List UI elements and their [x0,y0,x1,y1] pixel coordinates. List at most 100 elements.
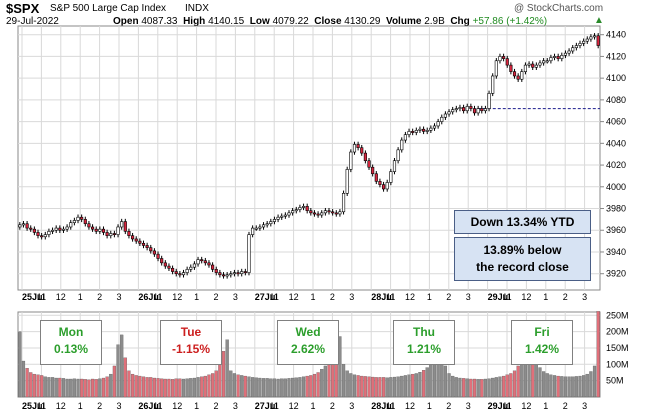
volume-x-tick-label: 25Jul [22,401,45,411]
volume-bar [261,378,266,398]
price-y-tick-label: 4020 [606,160,626,170]
volume-bar [294,377,298,398]
price-x-tick-label: 1 [543,292,548,302]
candle-body [225,274,229,277]
close-value: 4130.29 [344,16,381,27]
price-x-tick-label: 12 [521,292,531,302]
candle-body [298,207,302,210]
volume-bar [589,371,593,398]
candle-body [374,173,378,182]
volume-bar [447,373,451,398]
low-value: 4079.22 [272,16,309,27]
candle-body [582,40,586,44]
candle-body [105,232,109,236]
high-label: High [183,16,206,27]
volume-bar [381,377,386,398]
volume-bar [65,378,69,398]
price-x-tick-label: 2 [97,292,102,302]
day-change: 0.13% [53,342,89,356]
volume-bar [185,378,189,398]
candle-body [381,184,386,190]
volume-bar [178,378,182,398]
candle-body [18,224,22,228]
volume-bar [461,378,466,398]
candle-body [494,60,498,77]
candle-body [65,226,69,230]
price-x-tick-label: 11 [270,292,279,302]
up-arrow-icon: ▲ [594,15,604,26]
volume-bar [512,370,517,398]
volume-bar [476,379,480,398]
price-y-tick-label: 3980 [606,204,626,214]
price-x-tick-label: 3 [582,292,587,302]
volume-bar [352,374,357,398]
volume-bar [287,378,291,398]
volume-bar [101,377,106,398]
record-line-1: 13.89% below [483,243,562,257]
volume-bar [585,373,589,398]
volume-bar [498,376,502,398]
volume-bar [312,373,317,398]
open-label: Open [113,16,139,27]
candle-body [418,128,422,131]
volume-x-tick-label: 3 [349,401,354,411]
candle-body [116,226,120,235]
candle-body [54,227,58,231]
candle-body [320,212,324,216]
price-y-tick-label: 4000 [606,182,626,192]
candle-body [458,107,462,109]
volume-x-tick-label: 2 [563,401,568,411]
candle-body [491,75,495,94]
volume-bar [240,375,244,398]
day-box-mon: Mon 0.13% [40,320,102,365]
candle-body [163,262,167,267]
day-name: Tue [180,325,202,339]
candle-body [221,274,226,277]
volume-bar [418,372,422,398]
volume-bar [309,375,313,398]
volume-bar [18,331,22,398]
day-change: 1.42% [524,342,560,356]
volume-bar [58,377,62,398]
candle-body [178,273,182,276]
volume-bar [211,373,215,398]
price-x-tick-label: 11 [502,292,511,302]
candle-body [422,128,426,132]
price-x-tick-label: 3 [349,292,354,302]
candle-body [356,144,360,148]
volume-bar [491,377,495,398]
quote-date: 29-Jul-2022 [6,16,59,27]
day-change: 1.21% [406,342,442,356]
candle-body [567,50,571,54]
volume-x-tick-label: 12 [405,401,415,411]
candle-body [61,228,66,231]
volume-bar [414,373,418,398]
candle-body [243,271,247,274]
volume-bar [225,339,229,398]
candle-body [251,227,255,235]
candle-body [505,58,509,66]
candle-body [400,139,404,151]
volume-bar [480,379,484,398]
candle-body [98,228,102,232]
volume-bar [232,373,237,398]
candle-body [571,47,575,52]
volume-bar [349,373,353,398]
candle-body [229,273,233,276]
candle-body [425,129,429,132]
ytd-annotation: Down 13.34% YTD [454,210,591,234]
volume-bar [403,375,407,398]
volume-bar [407,374,411,398]
candle-body [21,223,26,226]
volume-bar [378,377,382,398]
volume-bar [258,377,262,398]
price-x-tick-label: 3 [233,292,238,302]
volume-bar [367,376,371,398]
price-x-tick-label: 12 [289,292,299,302]
volume-bar [98,378,102,398]
candle-body [534,64,538,68]
candle-body [258,226,262,229]
candle-body [487,93,491,109]
volume-bar [400,375,404,398]
candle-body [331,211,335,214]
